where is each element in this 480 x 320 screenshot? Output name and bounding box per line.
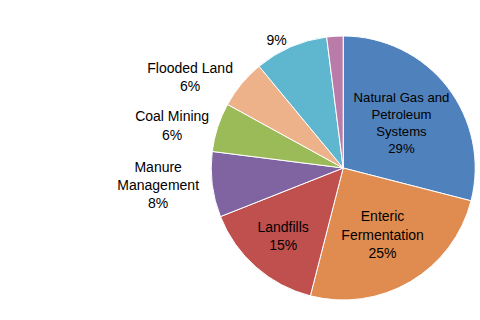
svg-text:Landfills15%: Landfills15% [257,219,308,253]
svg-text:Coal Mining6%: Coal Mining6% [135,108,209,142]
svg-text:Flooded Land6%: Flooded Land6% [147,60,233,94]
svg-text:ManureManagement8%: ManureManagement8% [117,159,199,211]
svg-text:9%: 9% [267,32,287,48]
svg-text:Natural Gas andPetroleumSystem: Natural Gas andPetroleumSystems29% [354,90,450,156]
svg-text:EntericFermentation25%: EntericFermentation25% [341,208,423,260]
